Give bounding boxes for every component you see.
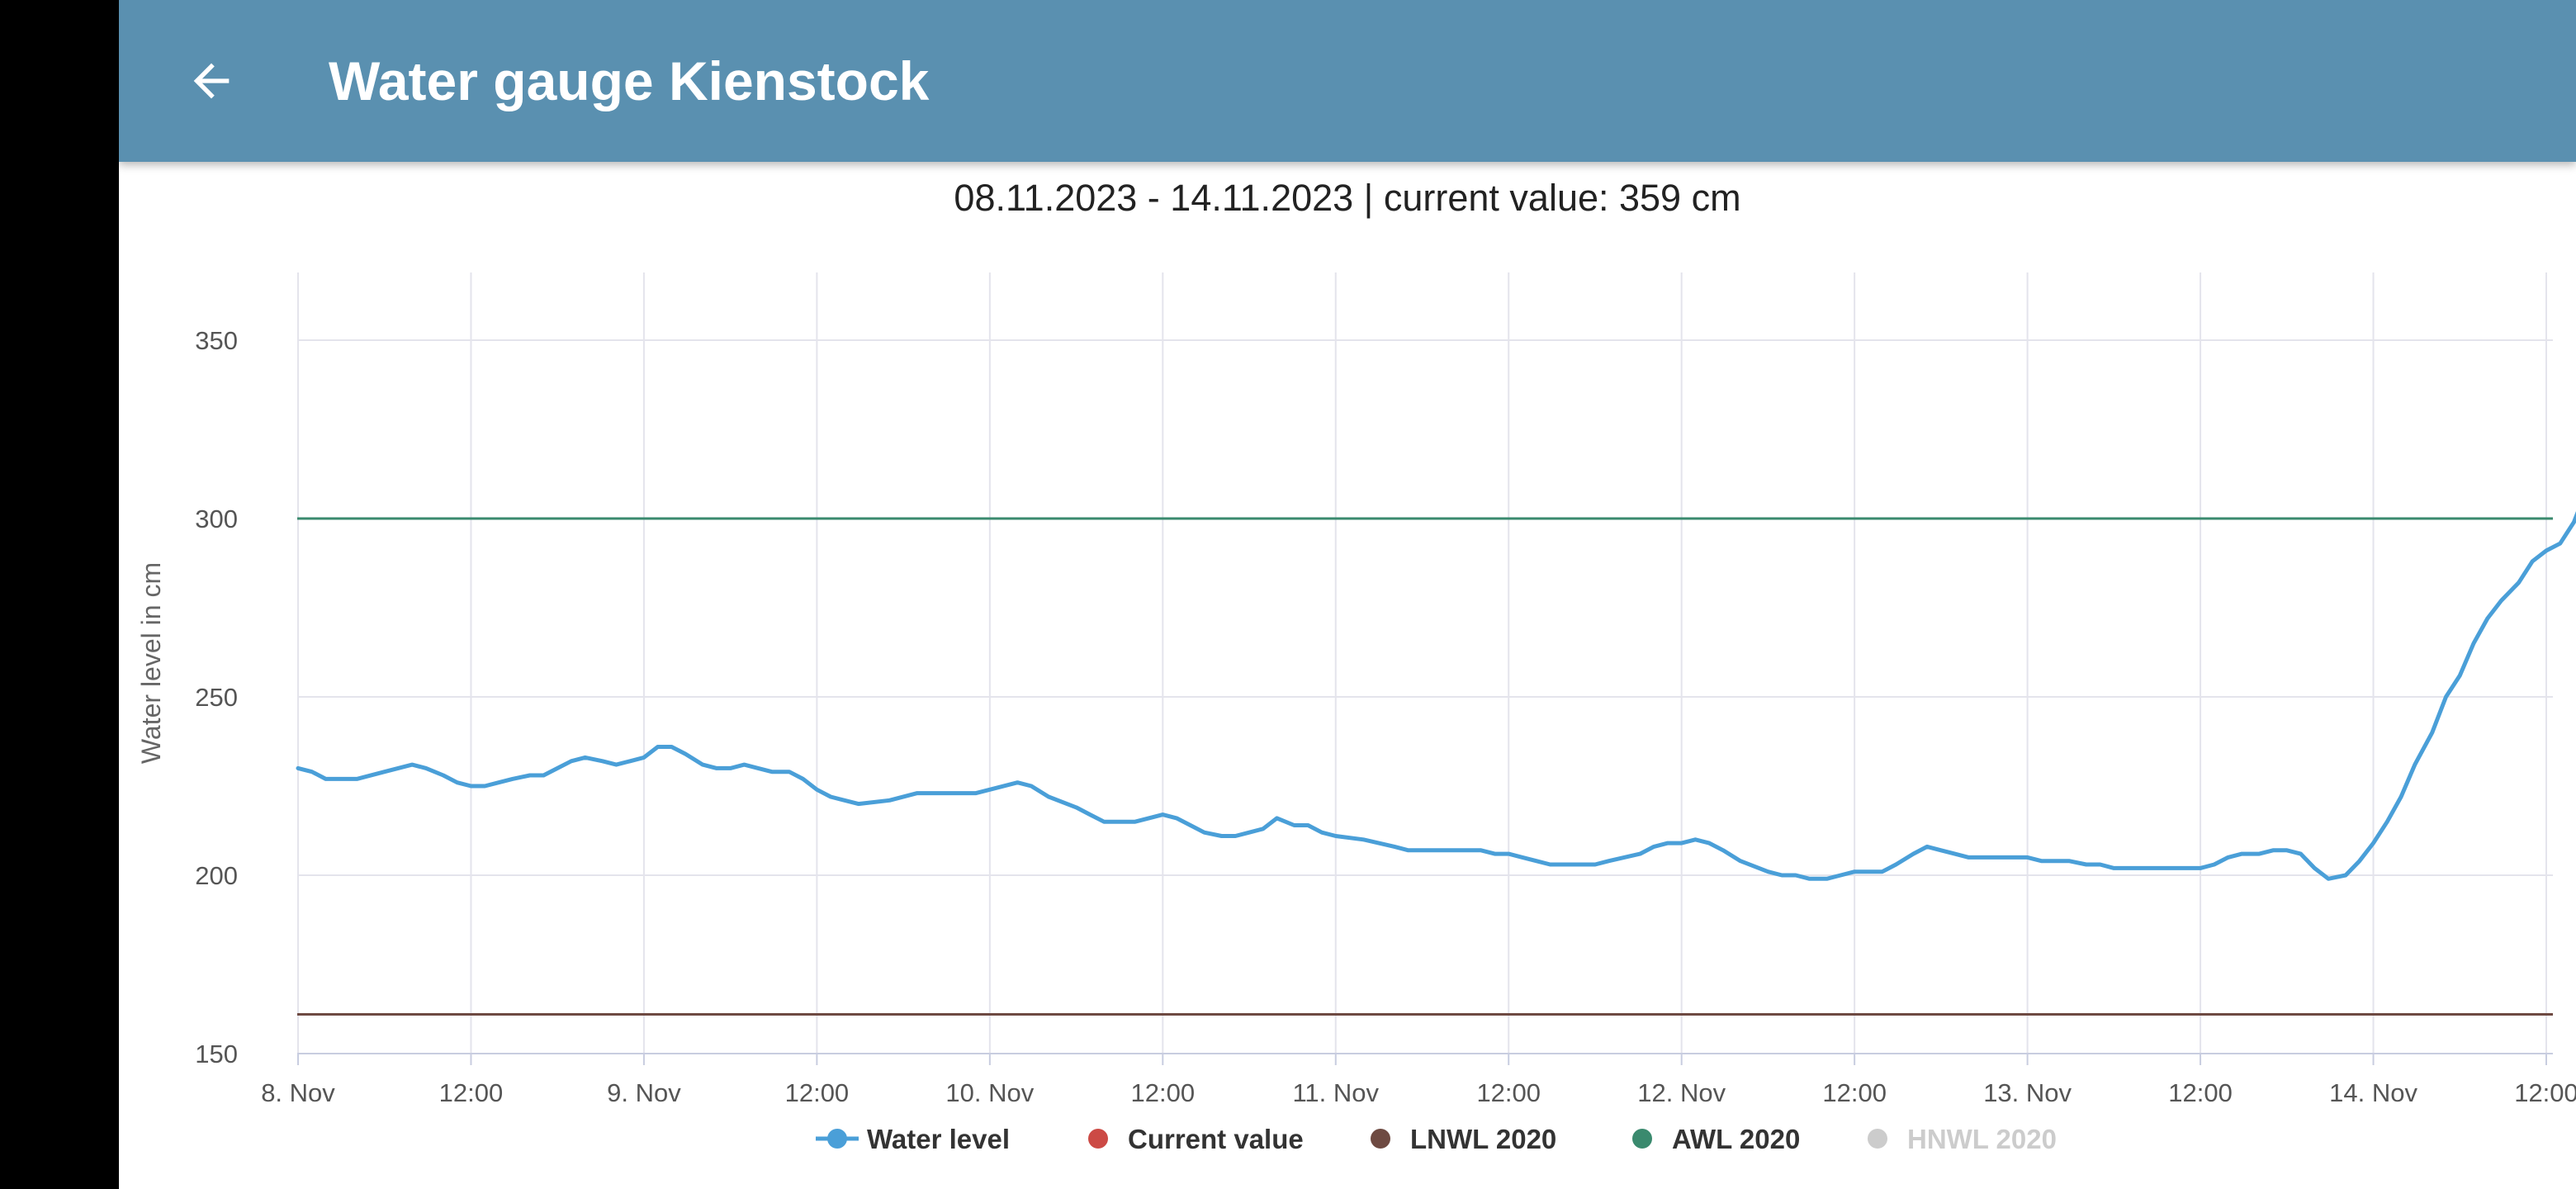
arrow-left-icon — [193, 63, 230, 99]
back-button[interactable] — [168, 38, 254, 124]
legend-marker-dot — [1632, 1129, 1652, 1149]
water-level-chart: 8. Nov 12:00 9. Nov 12:00 10. Nov 12:00 11. No… — [136, 272, 2576, 1154]
page-title: Water gauge Kienstock — [329, 50, 930, 111]
legend-item-lnwl-2020[interactable]: LNWL 2020 — [1410, 1124, 1556, 1154]
x-tick-label: 12. Nov — [1637, 1078, 1726, 1107]
legend-marker-dot — [827, 1129, 847, 1149]
x-tick-label: 13. Nov — [1983, 1078, 2072, 1107]
x-tick-label: 12:00 — [1131, 1078, 1196, 1107]
legend-marker-dot — [1371, 1129, 1390, 1149]
app-screen: Water gauge Kienstock 08.11.2023 - 14.11… — [119, 0, 2576, 1189]
legend-item-awl-2020[interactable]: AWL 2020 — [1672, 1124, 1800, 1154]
x-tick-label: 14. Nov — [2329, 1078, 2417, 1107]
legend-marker-dot — [1868, 1129, 1887, 1149]
x-tick-label: 12:00 — [1822, 1078, 1887, 1107]
y-tick-label: 350 — [195, 326, 238, 355]
series-line-water-level — [296, 510, 2576, 881]
x-tick-label: 8. Nov — [261, 1078, 335, 1107]
x-tick-label: 12:00 — [1476, 1078, 1541, 1107]
y-tick-label: 250 — [195, 683, 238, 712]
y-tick-label: 300 — [195, 504, 238, 533]
legend-item-water-level[interactable]: Water level — [867, 1124, 1010, 1154]
chart-subtitle: 08.11.2023 - 14.11.2023 | current value:… — [954, 177, 1741, 219]
x-tick-label: 11. Nov — [1292, 1078, 1379, 1107]
legend-item-current-value[interactable]: Current value — [1128, 1124, 1304, 1154]
x-tick-label: 10. Nov — [945, 1078, 1034, 1107]
y-tick-label: 200 — [195, 861, 238, 890]
legend-marker-dot — [1088, 1129, 1108, 1149]
x-tick-label: 12:00 — [439, 1078, 504, 1107]
y-tick-label: 150 — [195, 1040, 238, 1068]
x-tick-label: 12:00 — [2168, 1078, 2233, 1107]
app-bar: Water gauge Kienstock — [119, 0, 2576, 162]
x-tick-label: 12:00 — [785, 1078, 850, 1107]
y-axis-title: Water level in cm — [136, 562, 166, 764]
legend-item-hnwl-2020[interactable]: HNWL 2020 — [1907, 1124, 2057, 1154]
x-tick-label: 12:00 — [2514, 1078, 2576, 1107]
x-tick-label: 9. Nov — [607, 1078, 681, 1107]
